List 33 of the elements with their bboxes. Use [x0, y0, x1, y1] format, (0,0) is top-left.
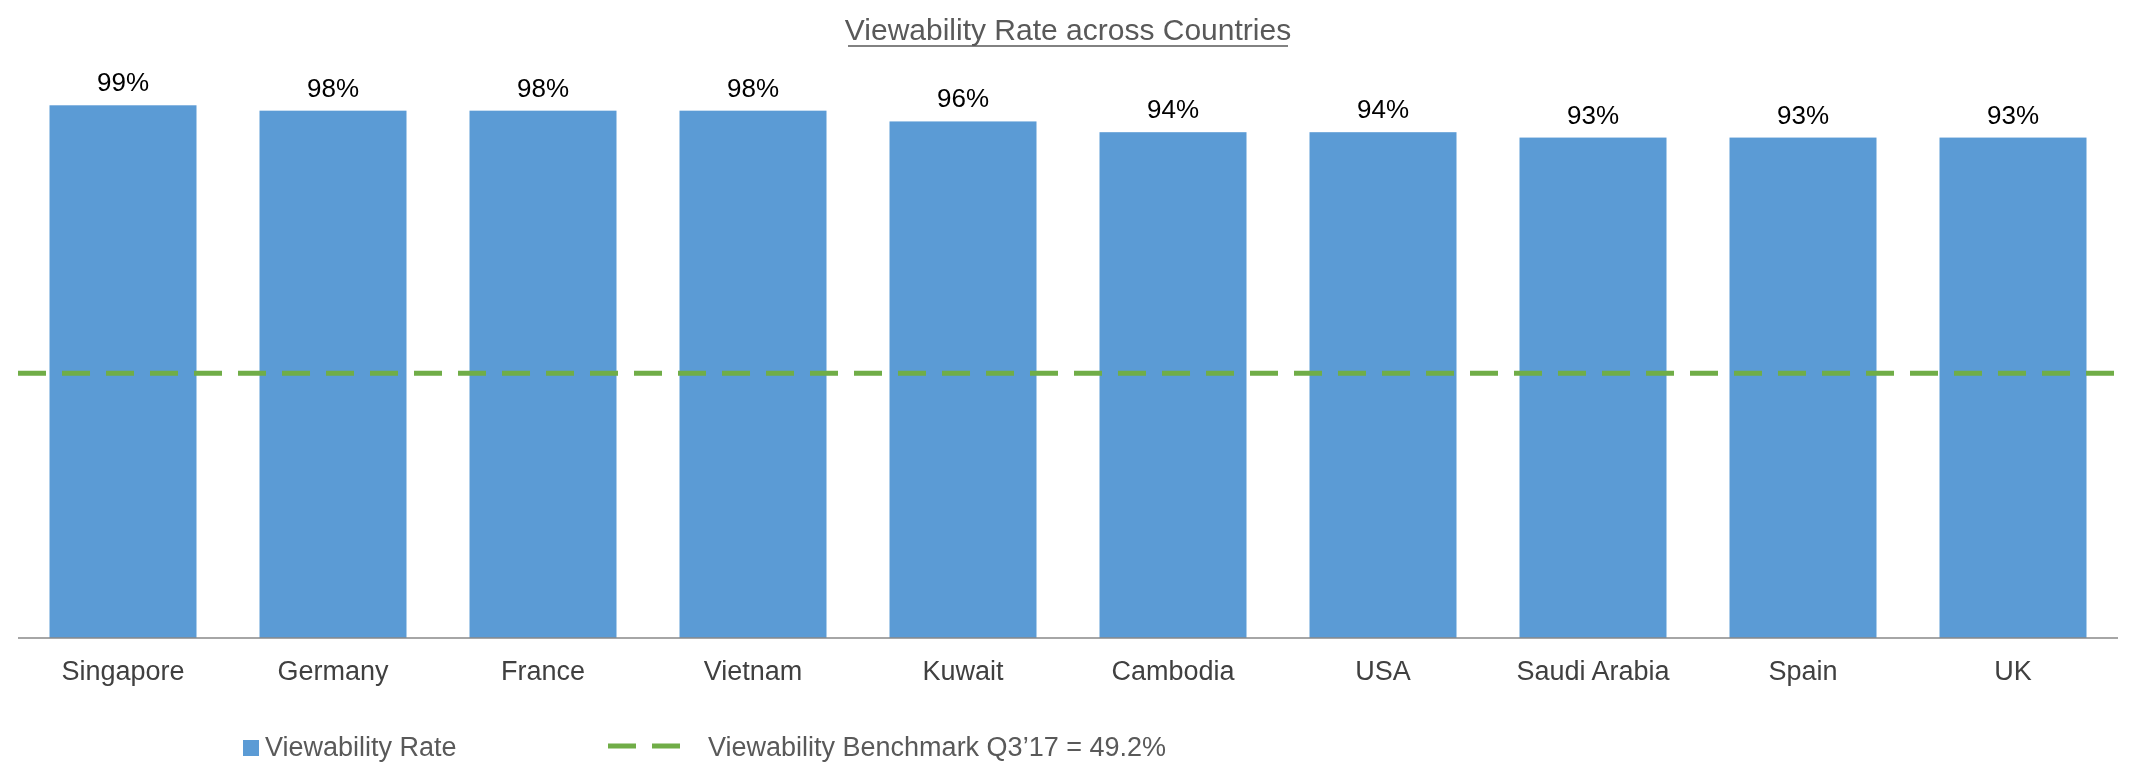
- bar: [49, 105, 197, 638]
- data-label: 94%: [1356, 94, 1410, 125]
- bar: [679, 110, 827, 638]
- x-tick-label: France: [500, 656, 586, 686]
- x-tick-label: Vietnam: [703, 656, 803, 686]
- data-label: 93%: [1566, 99, 1620, 130]
- bar: [469, 110, 617, 638]
- bar: [1099, 132, 1247, 638]
- bar: [259, 110, 407, 638]
- x-tick-label: Germany: [277, 656, 390, 686]
- legend-label: Viewability Rate: [265, 732, 457, 762]
- bar: [1939, 137, 2087, 638]
- x-tick-label: Cambodia: [1111, 656, 1236, 686]
- data-label: 93%: [1986, 99, 2040, 130]
- x-tick-label: Spain: [1768, 656, 1838, 686]
- bar: [889, 121, 1037, 638]
- data-label: 94%: [1146, 94, 1200, 125]
- data-label: 99%: [96, 67, 150, 98]
- legend-label: Viewability Benchmark Q3’17 = 49.2%: [708, 732, 1166, 762]
- data-label: 98%: [516, 72, 570, 103]
- data-label: 98%: [306, 72, 360, 103]
- x-tick-label: Singapore: [61, 656, 185, 686]
- bar: [1729, 137, 1877, 638]
- data-label: 93%: [1776, 99, 1830, 130]
- bar: [1309, 132, 1457, 638]
- data-label: 96%: [936, 83, 990, 114]
- bar: [1519, 137, 1667, 638]
- x-tick-label: Kuwait: [922, 656, 1005, 686]
- x-tick-label: USA: [1355, 656, 1411, 686]
- chart-title: Viewability Rate across Countries: [844, 13, 1292, 46]
- x-tick-label: UK: [1994, 656, 2032, 686]
- x-tick-label: Saudi Arabia: [1516, 656, 1671, 686]
- data-label: 98%: [726, 72, 780, 103]
